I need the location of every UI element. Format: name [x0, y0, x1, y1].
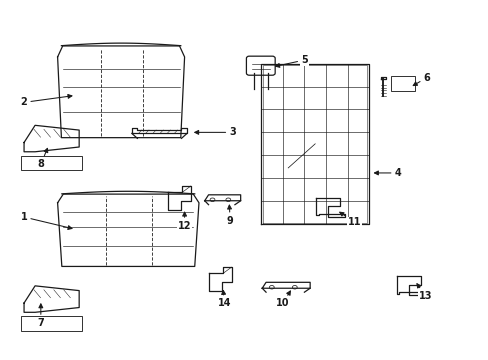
Bar [21, 156, 82, 170]
Text: 6: 6 [412, 73, 429, 86]
Text: 10: 10 [276, 291, 290, 309]
Text: 3: 3 [194, 127, 235, 138]
Text: 12: 12 [178, 212, 191, 231]
Text: 5: 5 [275, 55, 307, 67]
Text: 8: 8 [37, 148, 48, 169]
Text: 7: 7 [38, 304, 44, 328]
Text: 4: 4 [374, 168, 401, 178]
Text: 2: 2 [20, 94, 72, 107]
Text: 11: 11 [339, 212, 361, 227]
Bar [390, 76, 414, 91]
Text: 13: 13 [416, 284, 431, 301]
Bar [21, 316, 82, 331]
Text: 9: 9 [226, 205, 233, 226]
Text: 14: 14 [217, 291, 231, 309]
Text: 1: 1 [20, 212, 72, 229]
